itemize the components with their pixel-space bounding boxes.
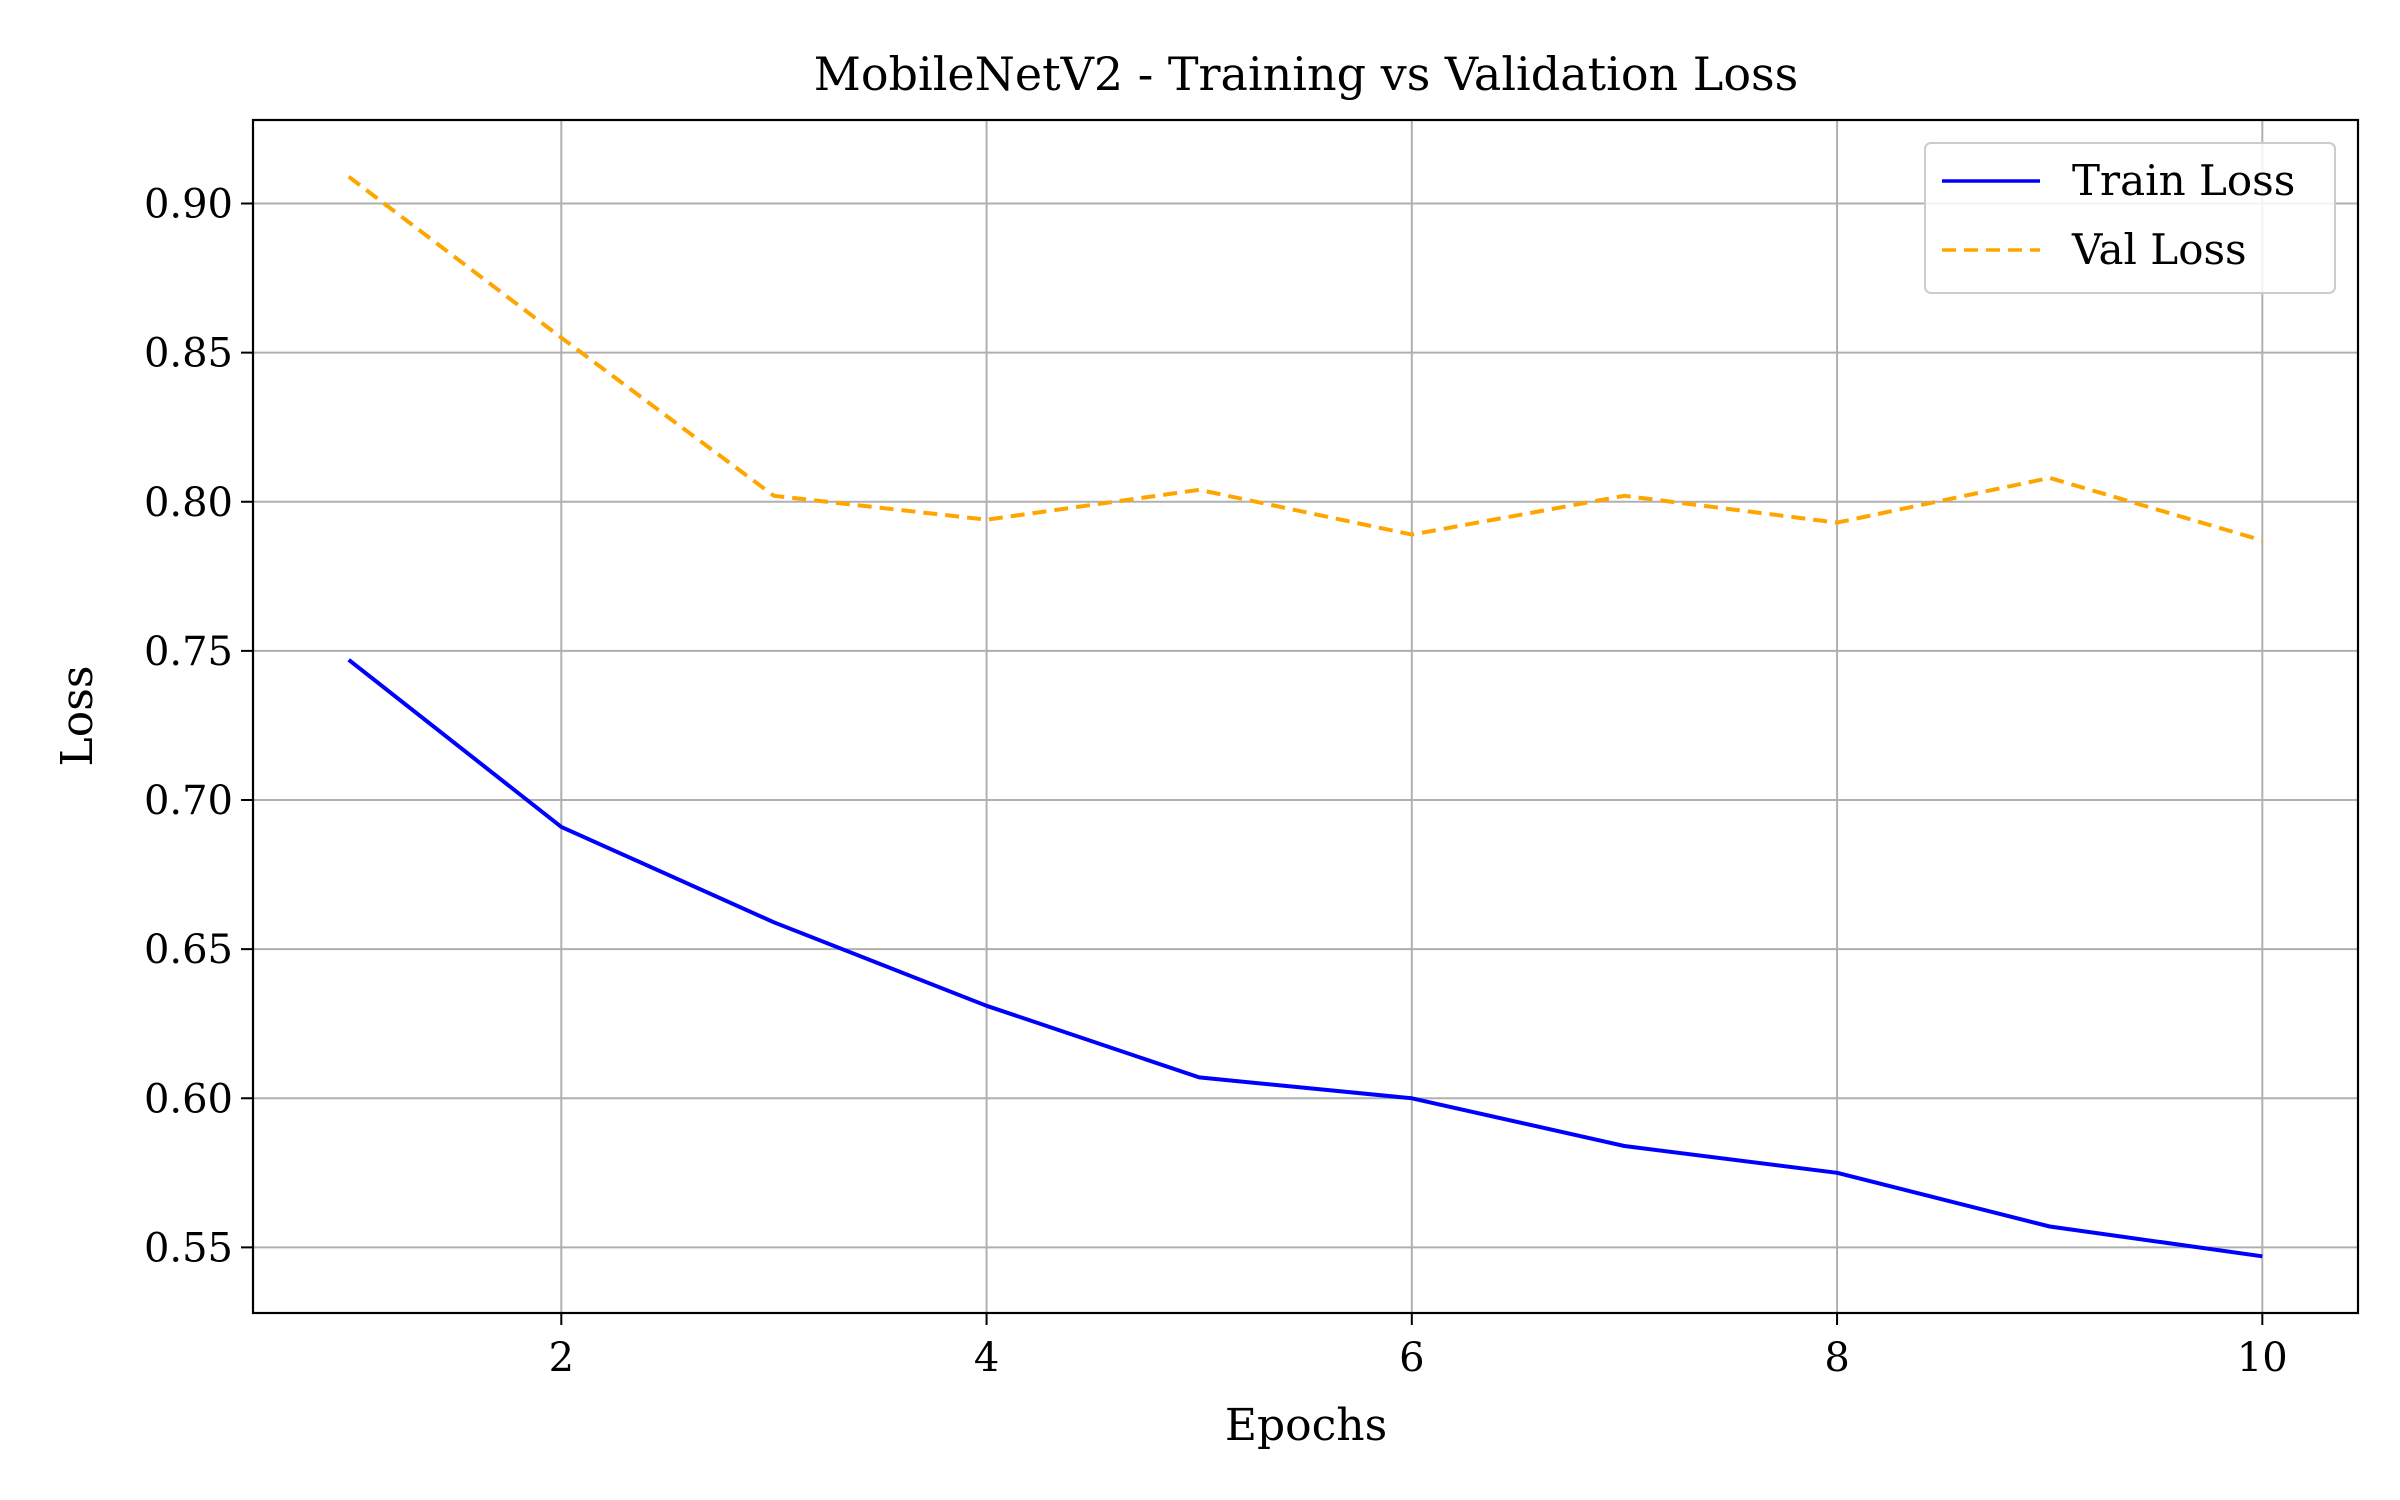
y-tick-label: 0.65 [144, 927, 233, 973]
grid-lines [253, 120, 2358, 1313]
plot-series [347, 175, 2263, 1259]
series-line-val-loss [347, 175, 2263, 543]
x-tick-label: 6 [1399, 1335, 1424, 1381]
y-tick-label: 0.75 [144, 629, 233, 675]
y-tick-label: 0.55 [144, 1225, 233, 1271]
y-tick-label: 0.80 [144, 480, 233, 526]
x-axis-label: Epochs [1225, 1400, 1387, 1451]
legend-label-val-loss: Val Loss [2071, 225, 2247, 274]
y-tick-label: 0.85 [144, 331, 233, 377]
plot-area-frame [251, 118, 2360, 1315]
y-tick-label: 0.90 [144, 182, 233, 228]
x-tick-label: 2 [549, 1335, 574, 1381]
y-axis-label: Loss [52, 666, 103, 767]
chart-title: MobileNetV2 - Training vs Validation Los… [814, 47, 1799, 101]
legend: Train Loss Val Loss [1924, 142, 2336, 294]
x-tick-label: 10 [2237, 1335, 2288, 1381]
axis-ticks: 2 4 6 8 10 0.55 0.60 0.65 0.70 0.75 0.80 0.85 0.90 [144, 182, 2288, 1381]
legend-label-train-loss: Train Loss [2072, 156, 2295, 205]
x-tick-label: 8 [1824, 1335, 1849, 1381]
series-line-train-loss [347, 658, 2263, 1259]
x-tick-label: 4 [974, 1335, 999, 1381]
y-tick-label: 0.70 [144, 778, 233, 824]
y-tick-label: 0.60 [144, 1076, 233, 1122]
